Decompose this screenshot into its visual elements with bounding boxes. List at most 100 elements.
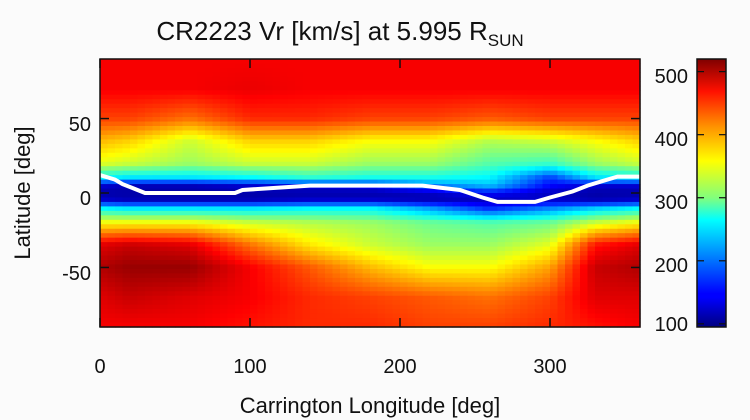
heatmap-cell [167, 99, 176, 105]
heatmap-cell [235, 242, 244, 248]
heatmap-cell [347, 295, 356, 301]
heatmap-cell [175, 277, 184, 283]
heatmap-cell [362, 291, 371, 297]
heatmap-cell [422, 197, 431, 203]
heatmap-cell [610, 237, 619, 243]
heatmap-cell [280, 318, 289, 324]
heatmap-cell [482, 184, 491, 190]
heatmap-cell [287, 152, 296, 158]
heatmap-cell [265, 67, 274, 73]
heatmap-cell [347, 277, 356, 283]
heatmap-cell [317, 304, 326, 310]
heatmap-cell [340, 206, 349, 212]
heatmap-cell [340, 117, 349, 123]
heatmap-cell [212, 130, 221, 136]
heatmap-cell [242, 184, 251, 190]
heatmap-cell [407, 81, 416, 87]
heatmap-cell [205, 219, 214, 225]
heatmap-cell [512, 108, 521, 114]
heatmap-cell [362, 313, 371, 319]
heatmap-cell [272, 251, 281, 257]
heatmap-cell [445, 295, 454, 301]
heatmap-cell [107, 59, 116, 65]
heatmap-cell [550, 206, 559, 212]
heatmap-cell [175, 282, 184, 288]
heatmap-cell [152, 175, 161, 181]
heatmap-cell [400, 251, 409, 257]
heatmap-cell [617, 112, 626, 118]
heatmap-cell [145, 219, 154, 225]
heatmap-cell [182, 161, 191, 167]
heatmap-cell [610, 224, 619, 230]
heatmap-cell [602, 255, 611, 261]
heatmap-cell [512, 184, 521, 190]
heatmap-cell [557, 184, 566, 190]
heatmap-cell [452, 268, 461, 274]
heatmap-cell [445, 121, 454, 127]
heatmap-cell [332, 72, 341, 78]
heatmap-cell [295, 277, 304, 283]
heatmap-cell [557, 291, 566, 297]
heatmap-cell [497, 90, 506, 96]
heatmap-cell [460, 130, 469, 136]
heatmap-cell [602, 108, 611, 114]
heatmap-cell [572, 264, 581, 270]
heatmap-cell [437, 277, 446, 283]
heatmap-cell [190, 121, 199, 127]
heatmap-cell [257, 277, 266, 283]
heatmap-cell [265, 304, 274, 310]
heatmap-cell [205, 112, 214, 118]
heatmap-cell [595, 126, 604, 132]
heatmap-cell [392, 72, 401, 78]
heatmap-cell [557, 286, 566, 292]
heatmap-cell [415, 300, 424, 306]
heatmap-cell [250, 277, 259, 283]
heatmap-cell [317, 277, 326, 283]
heatmap-cell [100, 268, 109, 274]
heatmap-cell [535, 219, 544, 225]
heatmap-cell [565, 85, 574, 91]
heatmap-cell [152, 268, 161, 274]
heatmap-cell [430, 193, 439, 199]
heatmap-cell [362, 130, 371, 136]
heatmap-cell [430, 170, 439, 176]
heatmap-cell [287, 295, 296, 301]
heatmap-cell [520, 295, 529, 301]
heatmap-cell [325, 139, 334, 145]
heatmap-cell [475, 59, 484, 65]
heatmap-cell [445, 304, 454, 310]
heatmap-cell [460, 117, 469, 123]
heatmap-cell [430, 94, 439, 100]
heatmap-cell [572, 175, 581, 181]
heatmap-cell [625, 193, 634, 199]
heatmap-cell [557, 237, 566, 243]
heatmap-cell [580, 255, 589, 261]
heatmap-cell [355, 103, 364, 109]
heatmap-cell [137, 215, 146, 221]
heatmap-cell [595, 224, 604, 230]
heatmap-cell [475, 152, 484, 158]
heatmap-cell [400, 268, 409, 274]
heatmap-cell [625, 260, 634, 266]
heatmap-cell [295, 193, 304, 199]
heatmap-cell [400, 121, 409, 127]
heatmap-cell [565, 313, 574, 319]
heatmap-cell [610, 273, 619, 279]
heatmap-cell [130, 130, 139, 136]
colorbar-tick-label: 200 [655, 255, 688, 277]
heatmap-cell [175, 148, 184, 154]
heatmap-cell [505, 134, 514, 140]
heatmap-cell [235, 90, 244, 96]
heatmap-cell [190, 148, 199, 154]
heatmap-cell [602, 313, 611, 319]
heatmap-cell [167, 157, 176, 163]
heatmap-cell [137, 99, 146, 105]
heatmap-cell [220, 197, 229, 203]
heatmap-cell [242, 277, 251, 283]
heatmap-cell [625, 291, 634, 297]
heatmap-cell [362, 215, 371, 221]
heatmap-cell [152, 179, 161, 185]
heatmap-cell [452, 130, 461, 136]
heatmap-cell [392, 251, 401, 257]
colorbar-tick-label: 500 [655, 66, 688, 88]
